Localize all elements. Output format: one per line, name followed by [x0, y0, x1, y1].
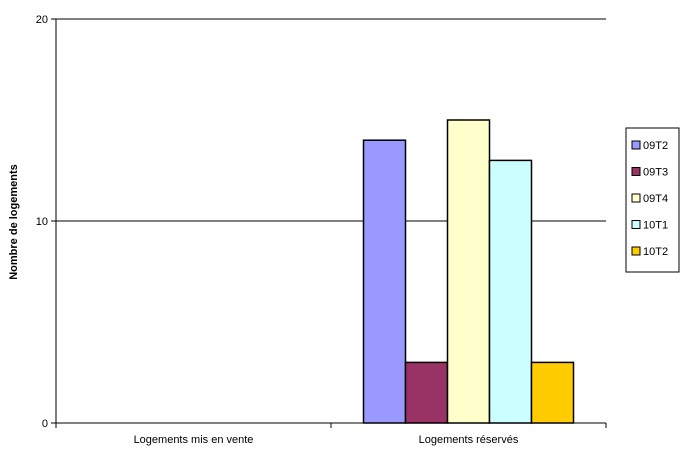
- legend-label-10T2: 10T2: [643, 246, 668, 258]
- x-tick-label: Logements mis en vente: [134, 434, 254, 446]
- legend-swatch-09T3: [631, 167, 641, 176]
- legend-swatch-09T2: [631, 140, 641, 150]
- legend-label-09T2: 09T2: [643, 140, 668, 152]
- bars: [362, 119, 575, 424]
- bar-09T4: [446, 119, 491, 424]
- legend-swatch-09T4: [631, 193, 641, 203]
- legend: 09T2 09T3 09T4 10T1 10T2: [625, 127, 680, 273]
- y-tick-labels: 0 10 20: [36, 14, 48, 430]
- bar-10T2: [530, 361, 575, 424]
- y-tick-label: 10: [36, 216, 48, 228]
- bar-09T2: [362, 139, 407, 424]
- x-tick-labels: Logements mis en vente Logements réservés: [134, 434, 519, 446]
- y-tick-label: 20: [36, 14, 48, 26]
- bar-09T3: [404, 361, 449, 424]
- legend-label-10T1: 10T1: [643, 220, 668, 232]
- bar-10T1: [488, 159, 533, 424]
- legend-swatch-10T1: [631, 220, 641, 229]
- x-tick-label: Logements réservés: [419, 434, 519, 446]
- legend-box: [625, 127, 680, 273]
- axes: [51, 18, 607, 428]
- y-axis-label: Nombre de logements: [8, 164, 20, 280]
- legend-label-09T3: 09T3: [643, 167, 668, 179]
- y-tick-label: 0: [42, 418, 48, 430]
- legend-label-09T4: 09T4: [643, 193, 668, 205]
- legend-swatch-10T2: [631, 246, 641, 256]
